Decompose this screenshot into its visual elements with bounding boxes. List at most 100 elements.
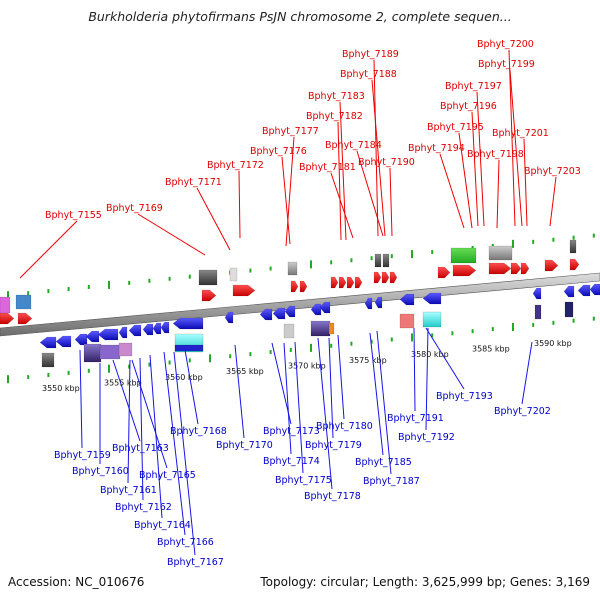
leader-line-Bphyt_7159 (79, 349, 83, 449)
gene-label-Bphyt_7200: Bphyt_7200 (477, 39, 534, 50)
leader-line-Bphyt_7188 (371, 79, 386, 237)
leader-line-Bphyt_7193 (425, 327, 465, 390)
forward-gene-8 (338, 276, 347, 289)
gene-label-Bphyt_7171: Bphyt_7171 (165, 177, 222, 188)
forward-gene-18 (520, 262, 530, 275)
feature-box-dark (198, 269, 218, 286)
forward-gene-5 (290, 280, 299, 293)
gene-label-Bphyt_7164: Bphyt_7164 (134, 520, 191, 531)
gene-label-Bphyt_7172: Bphyt_7172 (207, 160, 264, 171)
leader-line-Bphyt_7172 (238, 170, 241, 239)
gene-label-Bphyt_7166: Bphyt_7166 (157, 537, 214, 548)
leader-line-Bphyt_7169 (137, 213, 206, 256)
leader-line-Bphyt_7182 (337, 121, 342, 241)
topology-summary: Topology: circular; Length: 3,625,999 bp… (260, 575, 590, 589)
gene-label-Bphyt_7199: Bphyt_7199 (478, 59, 535, 70)
forward-gene-17 (510, 262, 522, 275)
leader-line-Bphyt_7195 (458, 132, 473, 229)
reverse-gene-23 (563, 285, 575, 298)
reverse-gene-12 (224, 311, 234, 324)
reverse-gene-15 (284, 305, 296, 318)
gene-label-Bphyt_7202: Bphyt_7202 (494, 406, 551, 417)
gene-label-Bphyt_7185: Bphyt_7185 (355, 457, 412, 468)
leader-line-Bphyt_7189 (373, 59, 379, 237)
reverse-gene-10 (160, 321, 170, 334)
gene-label-Bphyt_7159: Bphyt_7159 (54, 450, 111, 461)
feature-box-navy (174, 344, 204, 352)
backbone-bar (0, 272, 600, 337)
leader-line-Bphyt_7166 (163, 351, 186, 536)
feature-box-green (450, 247, 477, 264)
reverse-gene-18 (364, 297, 373, 310)
leader-line-Bphyt_7200 (508, 49, 516, 227)
leader-line-Bphyt_7185 (369, 332, 384, 456)
gene-label-Bphyt_7177: Bphyt_7177 (262, 126, 319, 137)
leader-line-Bphyt_7178 (317, 337, 333, 490)
leader-line-Bphyt_7187 (376, 330, 392, 475)
gene-label-Bphyt_7163: Bphyt_7163 (112, 443, 169, 454)
forward-gene-14 (437, 266, 451, 279)
gene-label-Bphyt_7189: Bphyt_7189 (342, 49, 399, 60)
gene-label-Bphyt_7182: Bphyt_7182 (306, 111, 363, 122)
leader-line-Bphyt_7194 (439, 153, 465, 229)
feature-box-indigo (534, 304, 542, 320)
reverse-gene-20 (399, 293, 415, 306)
kbp-label-3580: 3580 kbp (411, 350, 449, 359)
forward-gene-2 (17, 312, 33, 325)
leader-line-Bphyt_7191 (413, 327, 416, 412)
kbp-label-3585: 3585 kbp (472, 344, 510, 353)
gene-label-Bphyt_7175: Bphyt_7175 (275, 475, 332, 486)
gene-label-Bphyt_7191: Bphyt_7191 (387, 413, 444, 424)
forward-gene-6 (299, 280, 308, 293)
kbp-label-3560: 3560 kbp (165, 373, 203, 382)
reverse-gene-22 (532, 287, 542, 300)
gene-label-Bphyt_7180: Bphyt_7180 (316, 421, 373, 432)
feature-box-indigo (564, 301, 574, 318)
leader-line-Bphyt_7165 (131, 359, 168, 469)
gene-label-Bphyt_7187: Bphyt_7187 (363, 476, 420, 487)
gene-label-Bphyt_7168: Bphyt_7168 (170, 426, 227, 437)
forward-gene-16 (488, 262, 512, 275)
leader-line-Bphyt_7197 (476, 91, 485, 227)
leader-line-Bphyt_7176 (281, 156, 291, 245)
leader-line-Bphyt_7177 (285, 136, 295, 247)
gene-label-Bphyt_7188: Bphyt_7188 (340, 69, 397, 80)
feature-box-dark (374, 253, 382, 268)
leader-line-Bphyt_7190 (389, 167, 393, 237)
kbp-label-3550: 3550 kbp (42, 384, 80, 393)
reverse-gene-2 (55, 335, 72, 348)
gene-label-Bphyt_7190: Bphyt_7190 (358, 157, 415, 168)
leader-line-Bphyt_7192 (425, 327, 429, 431)
feature-box-cyan (422, 311, 442, 328)
gene-label-Bphyt_7179: Bphyt_7179 (305, 440, 362, 451)
kbp-label-3565: 3565 kbp (226, 367, 264, 376)
leader-line-Bphyt_7174 (283, 342, 292, 455)
reverse-gene-8 (142, 323, 154, 336)
gene-label-Bphyt_7167: Bphyt_7167 (167, 557, 224, 568)
leader-line-Bphyt_7179 (328, 337, 334, 439)
leader-line-Bphyt_7175 (294, 341, 304, 474)
feature-box-dark (382, 253, 390, 268)
forward-gene-13 (389, 271, 398, 284)
kbp-label-3590: 3590 kbp (534, 339, 572, 348)
forward-gene-20 (569, 258, 580, 271)
forward-gene-11 (373, 271, 382, 284)
reverse-gene-16 (310, 303, 322, 316)
forward-gene-12 (381, 271, 390, 284)
feature-box-dark (41, 352, 55, 368)
reverse-gene-9 (152, 322, 162, 335)
leader-line-Bphyt_7181 (330, 172, 354, 239)
gene-label-Bphyt_7174: Bphyt_7174 (263, 456, 320, 467)
forward-gene-4 (232, 284, 256, 297)
leader-line-Bphyt_7162 (139, 357, 144, 501)
leader-line-Bphyt_7161 (127, 359, 131, 484)
map-title: Burkholderia phytofirmans PsJN chromosom… (88, 9, 512, 24)
gene-label-Bphyt_7198: Bphyt_7198 (467, 149, 524, 160)
accession-label: Accession: NC_010676 (8, 575, 145, 589)
reverse-gene-21 (422, 292, 442, 305)
forward-gene-9 (346, 276, 355, 289)
feature-box-dark (569, 239, 577, 254)
gene-label-Bphyt_7170: Bphyt_7170 (216, 440, 273, 451)
gene-label-Bphyt_7194: Bphyt_7194 (408, 143, 465, 154)
